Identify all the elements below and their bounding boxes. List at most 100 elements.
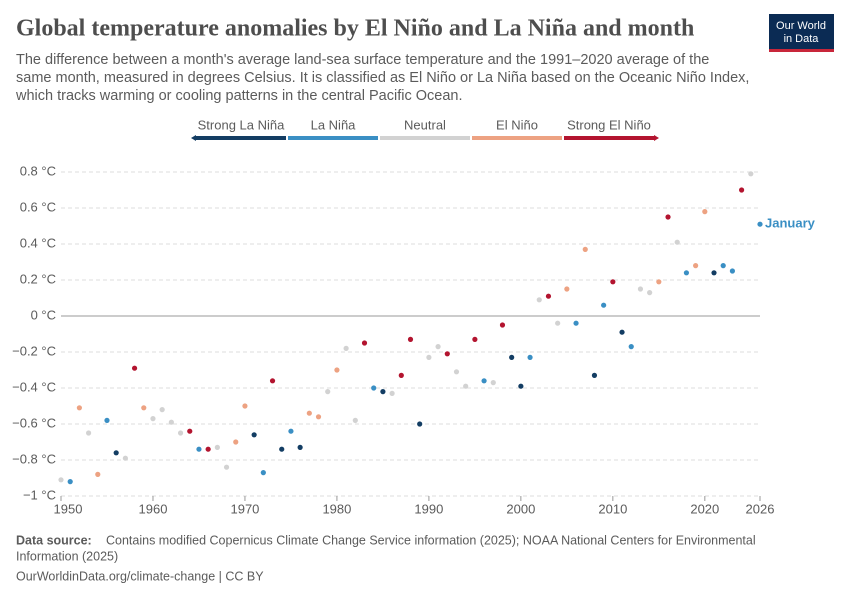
point: [325, 389, 331, 395]
point: [647, 290, 653, 296]
legend-label: La Niña: [311, 117, 357, 132]
point: [619, 329, 625, 335]
point: [352, 417, 358, 423]
logo-text: Our World: [776, 20, 826, 32]
point: [426, 354, 432, 360]
point: [499, 322, 506, 328]
point: [389, 390, 395, 396]
y-tick-label: −0.4 °C: [12, 379, 56, 394]
x-tick-label: 2000: [506, 501, 535, 516]
legend-arrow: [654, 135, 659, 141]
footer[interactable]: OurWorldinData.org/climate-change | CC B…: [16, 569, 264, 583]
point: [95, 471, 101, 477]
point: [582, 246, 588, 252]
x-tick-label: 1980: [322, 501, 351, 516]
point: [435, 344, 441, 350]
point: [67, 479, 73, 485]
logo-stripe: [769, 49, 834, 52]
point: [177, 430, 184, 436]
point: [251, 432, 257, 438]
subtitle: same month, measured in degrees Celsius.…: [16, 70, 749, 86]
point: [334, 367, 340, 373]
legend-label: El Niño: [496, 117, 538, 132]
point: [527, 354, 533, 360]
point: [693, 263, 699, 269]
x-tick-label: 1950: [54, 501, 83, 516]
point: [76, 405, 82, 411]
legend-swatch[interactable]: [196, 136, 286, 140]
chart-title: Global temperature anomalies by El Niño …: [16, 16, 694, 42]
point: [205, 446, 211, 452]
x-tick-label: 1960: [139, 501, 168, 516]
point: [260, 470, 266, 476]
point: [702, 209, 708, 215]
point: [463, 383, 469, 389]
point: [233, 439, 239, 445]
point: [518, 383, 524, 389]
point: [573, 320, 579, 326]
point: [656, 279, 662, 285]
x-tick-label: 1970: [230, 501, 259, 516]
y-tick-label: −0.2 °C: [12, 343, 56, 358]
x-tick-label: 2026: [746, 501, 775, 516]
point: [720, 263, 726, 269]
subtitle: which tracks warming or cooling patterns…: [15, 88, 462, 104]
point: [141, 405, 147, 411]
legend-swatch[interactable]: [564, 136, 654, 140]
point: [490, 380, 496, 386]
y-tick-label: 0.8 °C: [20, 163, 56, 178]
point: [481, 378, 487, 384]
point: [306, 410, 312, 416]
point: [104, 417, 110, 423]
point: [757, 221, 763, 227]
logo-box[interactable]: [769, 14, 834, 52]
source: Contains modified Copernicus Climate Cha…: [106, 533, 756, 547]
point: [361, 340, 368, 346]
subtitle: The difference between a month's average…: [16, 52, 709, 68]
point: [683, 270, 690, 276]
point: [748, 171, 754, 177]
point: [113, 450, 119, 456]
point: [315, 414, 322, 420]
series-label: January: [765, 216, 816, 231]
point: [159, 407, 165, 413]
point: [674, 239, 680, 245]
point: [591, 372, 598, 378]
legend-label: Strong La Niña: [198, 117, 285, 132]
point: [739, 187, 745, 193]
y-tick-label: 0.4 °C: [20, 235, 56, 250]
point: [131, 365, 138, 371]
logo-text: in Data: [784, 33, 820, 45]
y-tick-label: 0.2 °C: [20, 271, 56, 286]
source: Information (2025): [16, 549, 118, 563]
point: [85, 430, 92, 436]
point: [444, 351, 450, 357]
point: [665, 214, 671, 220]
point: [380, 389, 386, 395]
legend-swatch[interactable]: [472, 136, 562, 140]
point: [711, 270, 717, 276]
y-tick-label: −0.8 °C: [12, 451, 56, 466]
point: [601, 302, 607, 308]
point: [472, 336, 478, 342]
point: [453, 369, 460, 375]
x-tick-label: 2010: [598, 501, 627, 516]
legend-swatch[interactable]: [288, 136, 378, 140]
point: [407, 336, 414, 342]
point: [122, 455, 128, 461]
point: [417, 421, 423, 427]
point: [297, 444, 303, 450]
legend-swatch[interactable]: [380, 136, 470, 140]
point: [545, 293, 552, 299]
point: [187, 428, 193, 434]
legend-arrow: [191, 135, 196, 141]
point: [536, 297, 542, 303]
point: [269, 378, 276, 384]
point: [343, 345, 349, 351]
point: [223, 464, 230, 470]
y-tick-label: 0 °C: [31, 307, 56, 322]
source-label: Data source:: [16, 533, 92, 547]
point: [58, 477, 64, 483]
x-tick-label: 1990: [414, 501, 443, 516]
